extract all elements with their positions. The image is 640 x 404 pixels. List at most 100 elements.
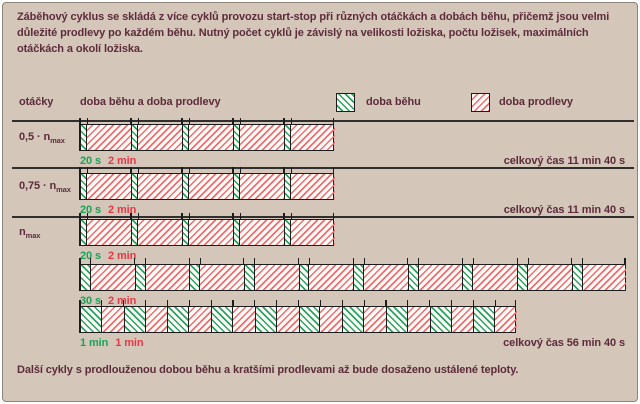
- cycle-tick: [239, 167, 241, 173]
- dwell-segment: [240, 174, 284, 199]
- cycle-tick: [86, 213, 88, 219]
- cycle-tick: [308, 258, 311, 264]
- cycle-tick: [232, 118, 234, 124]
- total-time-label: celkový čas 11 min 40 s: [503, 204, 625, 216]
- cycle-tick: [472, 258, 474, 264]
- cycle-tick: [188, 300, 190, 306]
- cycle-tick: [79, 258, 81, 264]
- run-segment: [131, 125, 139, 150]
- run-segment: [284, 220, 292, 245]
- cycle-tick: [352, 258, 354, 264]
- run-segment: [386, 307, 408, 332]
- dwell-segment: [291, 174, 335, 199]
- run-segment: [131, 220, 139, 245]
- speed-row-label: nmax: [19, 226, 41, 241]
- cycle-tick: [210, 300, 212, 306]
- run-segment: [284, 174, 292, 199]
- dwell-segment: [233, 307, 255, 332]
- cycle-tick: [418, 258, 420, 264]
- legend-run-label: doba běhu: [366, 96, 421, 108]
- cycle-tick: [254, 300, 256, 306]
- speed-row-label: 0,75 · nmax: [19, 180, 71, 195]
- dwell-segment: [473, 265, 518, 290]
- dwell-time-label: 2 min: [108, 204, 137, 216]
- dwell-segment: [189, 307, 212, 332]
- cycle-tick: [283, 118, 285, 124]
- run-segment: [167, 307, 190, 332]
- run-segment: [284, 125, 292, 150]
- cycle-bar: [79, 118, 335, 151]
- run-segment: [182, 174, 190, 199]
- cycle-tick: [79, 213, 81, 219]
- dwell-segment: [101, 307, 124, 332]
- cycle-tick: [188, 213, 190, 219]
- dwell-segment: [90, 265, 135, 290]
- cycle-tick: [86, 167, 88, 173]
- cycle-tick: [319, 300, 321, 306]
- cycle-tick: [86, 118, 88, 124]
- row-divider: [12, 216, 634, 218]
- cycle-tick: [516, 258, 518, 264]
- cycle-tick: [232, 300, 234, 306]
- dwell-segment: [364, 265, 408, 290]
- run-segment: [298, 265, 310, 290]
- cycle-tick: [188, 167, 190, 173]
- cycle-tick: [137, 167, 139, 173]
- dwell-segment: [451, 307, 474, 332]
- run-segment: [182, 125, 190, 150]
- cycle-bar: [79, 300, 518, 333]
- cycle-tick: [407, 300, 409, 306]
- cycle-tick: [283, 213, 285, 219]
- dwell-segment: [138, 174, 182, 199]
- cycle-tick: [232, 167, 234, 173]
- cycle-tick: [429, 300, 431, 306]
- run-segment: [353, 265, 365, 290]
- dwell-segment: [87, 174, 131, 199]
- cycle-tick: [298, 300, 300, 306]
- run-segment: [298, 307, 321, 332]
- run-time-label: 20 s: [80, 250, 102, 262]
- dwell-segment: [291, 125, 335, 150]
- run-segment: [80, 220, 88, 245]
- run-time-label: 30 s: [80, 295, 102, 307]
- dwell-segment: [87, 220, 131, 245]
- cycle-tick: [79, 300, 81, 306]
- run-time-label: 1 min: [80, 337, 109, 349]
- cycle-tick: [199, 258, 201, 264]
- dwell-segment: [320, 307, 343, 332]
- time-labels: 20 s 2 min: [80, 204, 136, 216]
- time-labels: 30 s 2 min: [80, 295, 136, 307]
- dwell-segment: [138, 125, 182, 150]
- cycle-tick: [515, 300, 517, 306]
- dwell-segment: [582, 265, 627, 290]
- cycle-tick: [472, 300, 474, 306]
- dwell-segment: [189, 174, 233, 199]
- cycle-tick: [290, 118, 292, 124]
- dwell-segment: [87, 125, 131, 150]
- time-labels: 1 min 1 min: [80, 337, 144, 349]
- cycle-tick: [232, 213, 234, 219]
- cycle-tick: [79, 118, 81, 124]
- cycle-tick: [79, 167, 81, 173]
- dwell-segment: [138, 220, 182, 245]
- cycle-tick: [385, 300, 387, 306]
- dwell-segment: [407, 307, 430, 332]
- run-segment: [233, 220, 241, 245]
- cycle-tick: [290, 213, 292, 219]
- run-segment: [80, 307, 102, 332]
- cycle-tick: [166, 300, 168, 306]
- dwell-segment: [254, 265, 299, 290]
- run-segment: [182, 220, 190, 245]
- run-segment: [211, 307, 234, 332]
- cycle-tick: [624, 258, 626, 264]
- cycle-bar: [79, 167, 335, 200]
- run-segment: [189, 265, 201, 290]
- chart-title: doba běhu a doba prodlevy: [80, 96, 221, 108]
- cycle-tick: [333, 167, 335, 173]
- cycle-tick: [188, 118, 190, 124]
- run-segment: [571, 265, 583, 290]
- header-divider: [12, 120, 634, 122]
- run-segment: [123, 307, 146, 332]
- cycle-tick: [571, 258, 573, 264]
